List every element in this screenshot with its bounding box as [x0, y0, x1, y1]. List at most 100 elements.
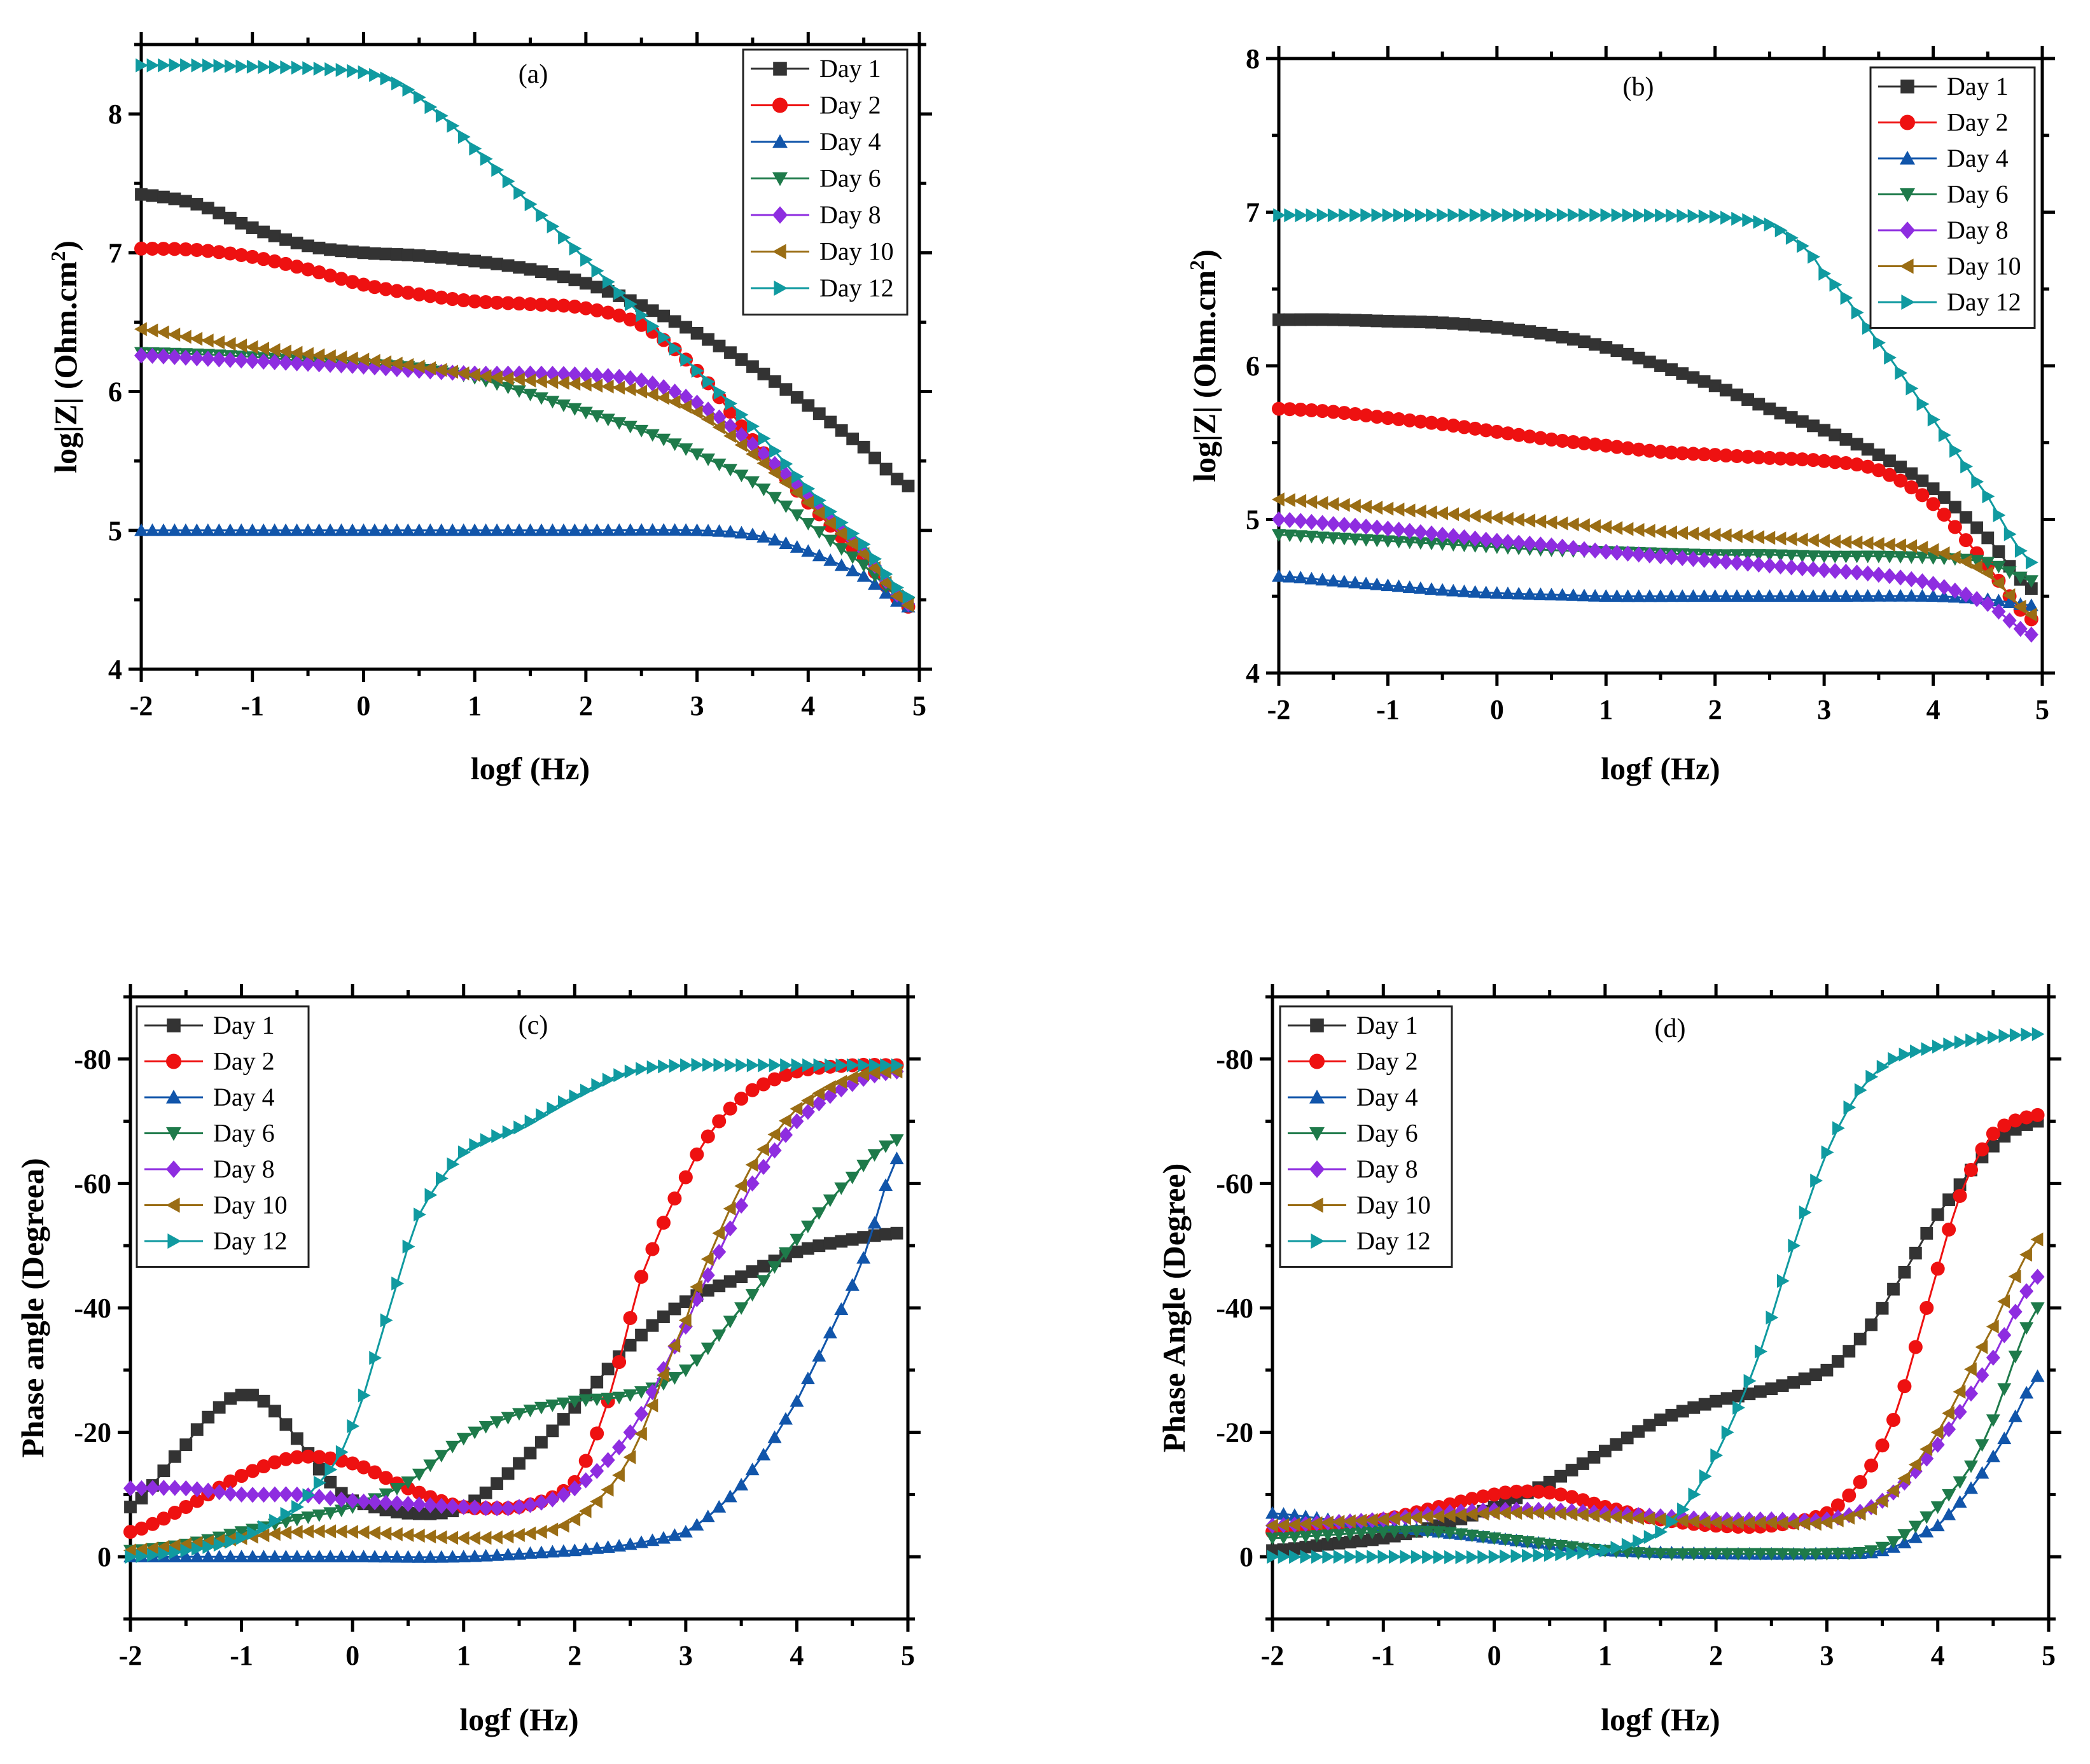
data-point [780, 1058, 793, 1073]
data-point [1315, 515, 1330, 531]
data-point [1533, 514, 1547, 529]
data-point [523, 523, 538, 536]
legend-label: Day 1 [213, 1011, 275, 1039]
y-axis-label: log|Z| (Ohm.cm2) [1185, 249, 1222, 482]
data-point [745, 476, 760, 489]
data-point [1457, 508, 1470, 522]
data-point [734, 1197, 749, 1214]
data-point [267, 1527, 281, 1541]
data-point [468, 368, 480, 382]
data-point [1370, 577, 1384, 590]
data-point [823, 1088, 837, 1104]
series-day-6 [1265, 1302, 2045, 1562]
data-point [545, 1522, 559, 1537]
data-point [267, 1455, 282, 1469]
data-point [1272, 529, 1286, 542]
data-point [1543, 1548, 1557, 1562]
data-point [389, 523, 404, 536]
data-point [556, 1518, 569, 1533]
data-point [345, 275, 359, 289]
data-point [1588, 588, 1603, 602]
data-point [1293, 513, 1308, 529]
data-point [1326, 574, 1341, 587]
data-point [501, 296, 515, 310]
data-point [1534, 326, 1547, 340]
data-point [623, 1389, 637, 1402]
data-point [145, 523, 160, 536]
legend-marker [1900, 151, 1915, 165]
data-point [624, 1064, 637, 1079]
data-point [267, 254, 282, 268]
data-point [780, 457, 793, 471]
data-point [767, 1261, 782, 1274]
data-point [713, 1279, 726, 1293]
data-point [202, 1539, 216, 1554]
data-point [745, 1289, 760, 1302]
data-point [223, 352, 237, 368]
data-point [678, 1525, 693, 1538]
data-point [700, 1510, 715, 1522]
data-point [289, 1525, 303, 1539]
data-point [1860, 565, 1875, 582]
data-point [1773, 451, 1788, 466]
data-point [668, 315, 681, 328]
data-point [634, 1386, 649, 1399]
data-point [1953, 1495, 1967, 1508]
data-point [1403, 315, 1416, 328]
data-point [1884, 351, 1897, 365]
data-point [1699, 1469, 1712, 1483]
data-point [1675, 1548, 1690, 1561]
data-point [1860, 589, 1875, 602]
data-point [234, 523, 249, 536]
data-point [1975, 1340, 1988, 1354]
data-point [1479, 319, 1493, 333]
data-point [289, 345, 303, 360]
data-point [1455, 1550, 1468, 1564]
data-point [1741, 549, 1755, 562]
data-point [656, 1531, 671, 1544]
data-point [756, 1275, 771, 1288]
data-point [246, 1487, 260, 1503]
data-point [1359, 408, 1374, 423]
data-point [1828, 550, 1843, 564]
data-point [256, 1550, 271, 1562]
data-point [1425, 538, 1439, 551]
data-point [1321, 1529, 1335, 1542]
data-point [834, 526, 847, 541]
data-point [1775, 1548, 1790, 1561]
data-point [335, 1445, 349, 1459]
data-point [1915, 573, 1930, 590]
series-day-12 [136, 58, 916, 604]
data-point [778, 1127, 793, 1143]
data-point [1512, 587, 1526, 600]
data-point [1489, 424, 1504, 439]
data-point [1976, 1031, 1989, 1046]
data-point [1910, 1044, 1923, 1059]
data-point [1276, 1507, 1291, 1520]
data-point [1888, 1052, 1900, 1066]
data-point [179, 1550, 193, 1562]
data-point [835, 1058, 849, 1073]
data-point [1337, 532, 1351, 546]
data-point [1598, 1509, 1611, 1524]
data-point [512, 385, 527, 398]
data-point [1839, 589, 1853, 602]
data-point [202, 1410, 215, 1424]
data-point [569, 241, 582, 256]
data-point [123, 1525, 137, 1539]
data-point [234, 1469, 249, 1483]
data-point [1920, 1226, 1933, 1240]
data-point [1479, 510, 1492, 524]
data-point [334, 1491, 349, 1508]
y-tick-label: -60 [74, 1168, 111, 1199]
data-point [868, 560, 881, 575]
data-point [1810, 1174, 1823, 1188]
data-point [1425, 525, 1439, 542]
data-point [1469, 208, 1482, 223]
data-point [1829, 428, 1842, 441]
data-point [1938, 427, 1951, 442]
data-point [1642, 589, 1657, 602]
data-point [457, 130, 471, 144]
data-point [513, 1457, 526, 1470]
data-point [167, 1480, 182, 1496]
